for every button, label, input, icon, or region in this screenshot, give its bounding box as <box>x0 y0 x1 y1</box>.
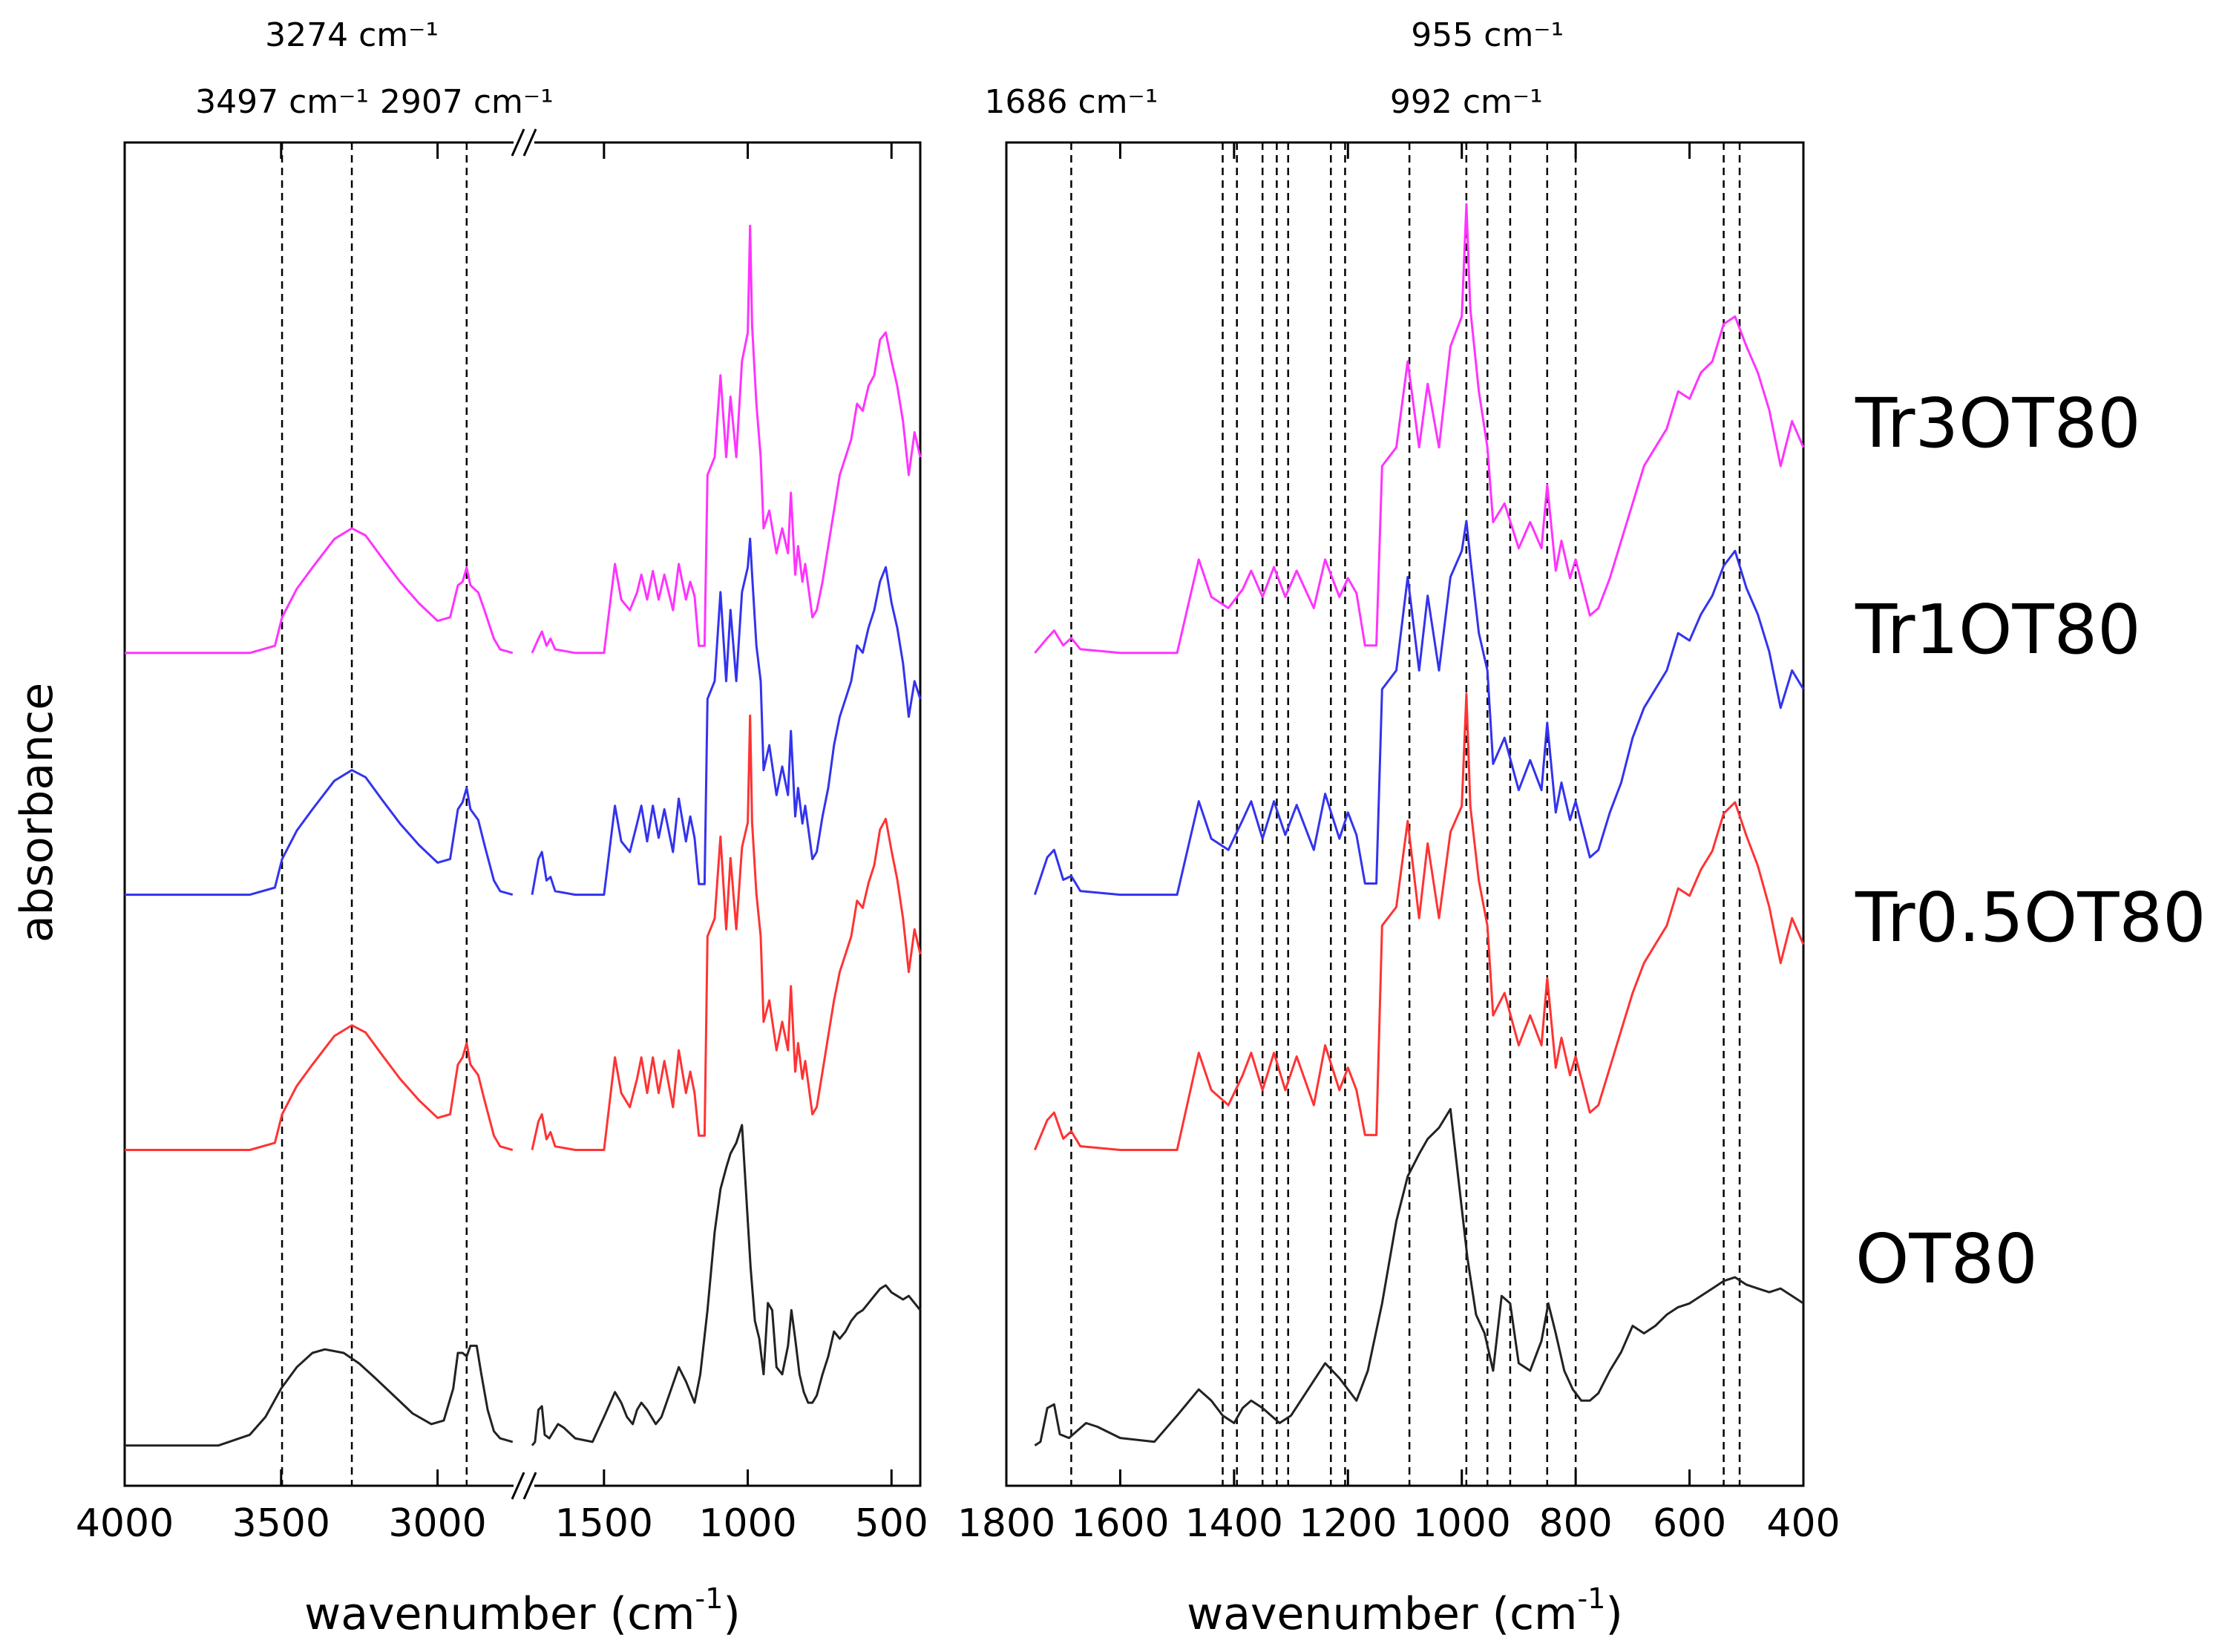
right-tick-label-1000: 1000 <box>1413 1501 1511 1546</box>
left-tick-label-1000: 1000 <box>698 1501 796 1546</box>
series-tr1ot80-high <box>125 769 514 897</box>
left-series-group <box>125 224 922 1447</box>
series-tr1ot80-fingerprint <box>1033 519 1805 897</box>
axis-break-slash-top-0 <box>511 128 525 157</box>
right-annotations: 955 cm⁻¹ 1686 cm⁻¹ 992 cm⁻¹ <box>985 16 1564 121</box>
left-panel: 4000 3500 3000 1500 1000 500 3274 cm⁻¹ 3497 cm… <box>11 16 928 1640</box>
legend-label-tr0-5ot80: Tr0.5OT80 <box>1855 878 2206 957</box>
series-tr1ot80-low <box>531 537 922 897</box>
series-ot80-low <box>531 1124 922 1446</box>
y-axis-label: absorbance <box>11 683 63 943</box>
left-x-axis-label: wavenumber (cm-1) <box>304 1582 741 1640</box>
series-tr3ot80-low <box>531 224 922 655</box>
left-tick-label-3000: 3000 <box>388 1501 486 1546</box>
right-tick-label-1800: 1800 <box>957 1501 1055 1546</box>
right-reference-lines <box>1070 142 1741 1486</box>
left-tick-label-4000: 4000 <box>76 1501 174 1546</box>
right-tick-label-1400: 1400 <box>1185 1501 1283 1546</box>
left-annotations: 3274 cm⁻¹ 3497 cm⁻¹ 2907 cm⁻¹ <box>195 16 554 121</box>
right-annotation-955: 955 cm⁻¹ <box>1411 16 1564 54</box>
legend-label-ot80: OT80 <box>1855 1219 2038 1299</box>
right-series-group <box>1033 203 1805 1446</box>
legend-label-tr3ot80: Tr3OT80 <box>1855 384 2141 463</box>
right-tick-label-600: 600 <box>1653 1501 1726 1546</box>
series-tr0-5ot80-fingerprint <box>1034 692 1805 1151</box>
series-tr0-5ot80-high <box>125 1024 514 1151</box>
series-ot80-fingerprint <box>1034 1107 1804 1446</box>
series-ot80-high <box>125 1344 514 1447</box>
left-annotation-3274: 3274 cm⁻¹ <box>265 16 439 54</box>
right-plot-frame <box>1005 141 1805 1487</box>
left-annotation-3497: 3497 cm⁻¹ <box>195 83 369 121</box>
left-tick-label-3500: 3500 <box>232 1501 330 1546</box>
left-reference-lines <box>281 142 468 1486</box>
right-x-ticks: 1800 1600 1400 1200 1000 800 600 400 <box>957 142 1841 1546</box>
right-tick-label-400: 400 <box>1766 1501 1840 1546</box>
right-annotation-1686: 1686 cm⁻¹ <box>985 83 1158 121</box>
series-tr0-5ot80-low <box>531 714 922 1151</box>
left-x-ticks: 4000 3500 3000 1500 1000 500 <box>76 142 928 1546</box>
right-panel: 1800 1600 1400 1200 1000 800 600 400 955 cm⁻¹ 16… <box>957 16 1841 1640</box>
legend: Tr3OT80 Tr1OT80 Tr0.5OT80 OT80 <box>1855 384 2206 1299</box>
axis-break-slash-bottom-0 <box>511 1472 525 1500</box>
right-tick-label-1600: 1600 <box>1071 1501 1169 1546</box>
axis-break-slash-bottom-1 <box>522 1472 537 1500</box>
series-tr3ot80-fingerprint <box>1034 203 1805 655</box>
right-tick-label-1200: 1200 <box>1299 1501 1397 1546</box>
axis-break-slash-top-1 <box>522 128 537 157</box>
left-annotation-2907: 2907 cm⁻¹ <box>380 83 554 121</box>
left-tick-label-1500: 1500 <box>555 1501 653 1546</box>
left-tick-label-500: 500 <box>855 1501 928 1546</box>
legend-label-tr1ot80: Tr1OT80 <box>1855 590 2141 669</box>
right-x-axis-label: wavenumber (cm-1) <box>1187 1582 1623 1640</box>
series-tr3ot80-high <box>125 527 514 655</box>
right-annotation-992: 992 cm⁻¹ <box>1390 83 1543 121</box>
axis-break-marks <box>511 128 537 1500</box>
right-tick-label-800: 800 <box>1539 1501 1613 1546</box>
